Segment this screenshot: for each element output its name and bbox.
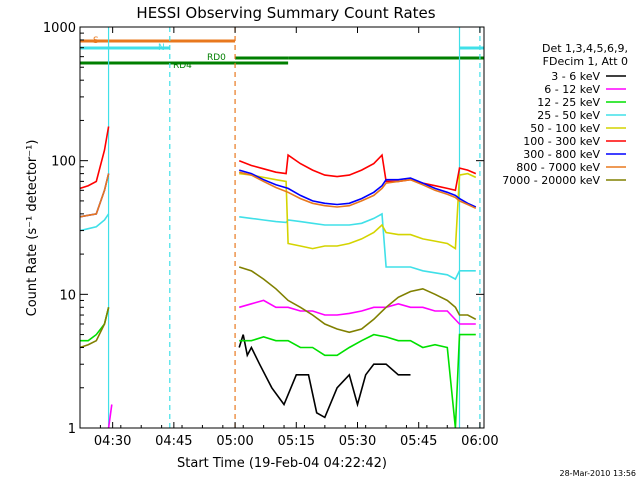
- series-line-1-run-1: [238, 299, 476, 325]
- legend: Det 1,3,4,5,6,9,FDecim 1, Att 0 3 - 6 keV…: [502, 42, 628, 187]
- series-line-6-run-1: [238, 169, 477, 208]
- vertical-markers: [107, 27, 481, 428]
- footer-date: 28-Mar-2010 13:56: [560, 469, 637, 478]
- x-tick-label-3: 05:15: [278, 434, 315, 449]
- x-tick-label-2: 05:00: [216, 434, 253, 449]
- data-series: [79, 126, 477, 429]
- series-line-7-run-1: [239, 171, 477, 210]
- series-line-4-run-0: [239, 172, 477, 251]
- x-tick-label-1: 04:45: [155, 434, 192, 449]
- y-tick-label-3: 1000: [43, 21, 76, 36]
- flag-label-n: N: [158, 43, 165, 53]
- legend-label-1: 6 - 12 keV: [544, 83, 600, 96]
- legend-label-2: 12 - 25 keV: [537, 96, 600, 109]
- series-line-5-run-0: [79, 126, 110, 190]
- x-axis-ticks: 04:30 04:45 05:00 05:15 05:30 05:45 06:00: [79, 27, 499, 449]
- series-line-0-run-0: [238, 334, 411, 419]
- x-axis-label: Start Time (19-Feb-04 04:22:42): [177, 456, 387, 471]
- y-axis-ticks: 1 10 100 1000: [43, 21, 484, 437]
- flag-label-s: S: [93, 36, 99, 46]
- legend-label-6: 300 - 800 keV: [523, 148, 600, 161]
- series-line-8-run-1: [238, 266, 477, 334]
- series-line-7-run-0: [79, 173, 110, 218]
- flag-label-rd4: RD4: [173, 61, 192, 71]
- legend-label-4: 50 - 100 keV: [530, 122, 600, 135]
- legend-label-0: 3 - 6 keV: [551, 70, 600, 83]
- legend-label-8: 7000 - 20000 keV: [502, 174, 600, 187]
- series-line-3-run-1: [239, 212, 476, 281]
- y-tick-label-1: 10: [59, 288, 76, 303]
- series-line-3-run-0: [79, 213, 110, 232]
- y-axis-label: Count Rate (s⁻¹ detector⁻¹): [25, 140, 40, 317]
- series-line-5-run-1: [238, 153, 477, 192]
- y-tick-label-0: 1: [68, 422, 76, 437]
- chart-title: HESSI Observing Summary Count Rates: [136, 4, 435, 22]
- legend-header-1: FDecim 1, Att 0: [543, 55, 628, 68]
- y-tick-label-2: 100: [51, 155, 76, 170]
- x-tick-label-6: 06:00: [461, 434, 498, 449]
- x-tick-label-5: 05:45: [400, 434, 437, 449]
- legend-label-5: 100 - 300 keV: [523, 135, 600, 148]
- series-line-2-run-1: [239, 333, 476, 429]
- plot-frame: [79, 26, 485, 429]
- series-line-8-run-0: [79, 307, 110, 349]
- x-tick-label-4: 05:30: [339, 434, 376, 449]
- legend-header-0: Det 1,3,4,5,6,9,: [542, 42, 628, 55]
- legend-label-3: 25 - 50 keV: [537, 109, 600, 122]
- flag-label-rd0: RD0: [207, 53, 226, 63]
- x-tick-label-0: 04:30: [94, 434, 131, 449]
- series-line-1-run-0: [107, 404, 113, 429]
- legend-label-7: 800 - 7000 keV: [516, 161, 600, 174]
- flag-bars: S N RD0 RD4: [80, 36, 484, 71]
